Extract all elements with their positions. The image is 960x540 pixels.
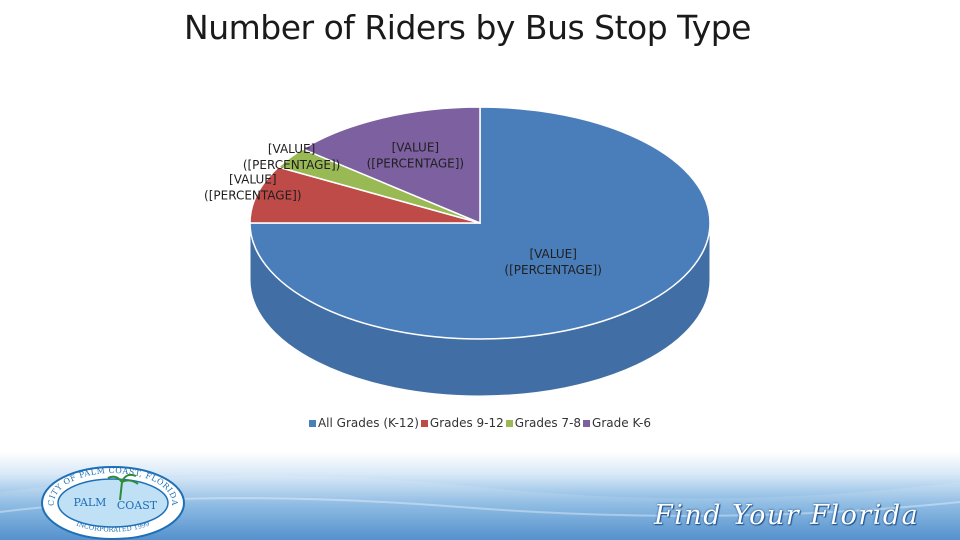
legend-item-all-grades-k-12: All Grades (K-12) xyxy=(308,416,419,430)
data-label-grade-k-6: [VALUE] ([PERCENTAGE]) xyxy=(367,141,465,171)
legend-item-grade-k-6: Grade K-6 xyxy=(583,416,651,430)
legend-label: Grades 7-8 xyxy=(514,416,582,430)
legend-label: Grade K-6 xyxy=(592,416,652,430)
legend-swatch xyxy=(505,420,513,427)
legend-item-grades-7-8: Grades 7-8 xyxy=(505,416,582,430)
pie-slice-grade-k-6 xyxy=(301,106,481,225)
legend-label: Grades 9-12 xyxy=(429,416,504,430)
chart-legend: All Grades (K-12) Grades 9-12 Grades 7-8 Gr… xyxy=(0,416,960,430)
data-label-grades-7-8: [VALUE] ([PERCENTAGE]) xyxy=(243,142,341,172)
data-label-all-grades-k-12: [VALUE] ([PERCENTAGE]) xyxy=(504,247,602,277)
legend-swatch xyxy=(420,420,428,427)
legend-item-grades-9-12: Grades 9-12 xyxy=(420,416,504,430)
logo-text-coast: COAST xyxy=(117,499,158,512)
legend-swatch xyxy=(308,420,316,427)
palm-tree-icon xyxy=(107,473,139,501)
page-title: Number of Riders by Bus Stop Type xyxy=(184,8,751,47)
pie-slice-all-grades-k-12 xyxy=(249,106,711,340)
city-seal-logo: CITY OF PALM COAST, FLORIDA INCORPORATED… xyxy=(41,466,185,540)
logo-text-palm: PALM xyxy=(74,496,107,509)
legend-swatch xyxy=(583,420,591,427)
pie-slice-grades-9-12 xyxy=(249,166,481,224)
tagline: Find Your Florida xyxy=(654,500,920,531)
pie-chart: [VALUE] ([PERCENTAGE])[VALUE] ([PERCENTAGE… xyxy=(204,106,711,397)
legend-label: All Grades (K-12) xyxy=(317,416,419,430)
data-label-grades-9-12: [VALUE] ([PERCENTAGE]) xyxy=(204,173,302,203)
